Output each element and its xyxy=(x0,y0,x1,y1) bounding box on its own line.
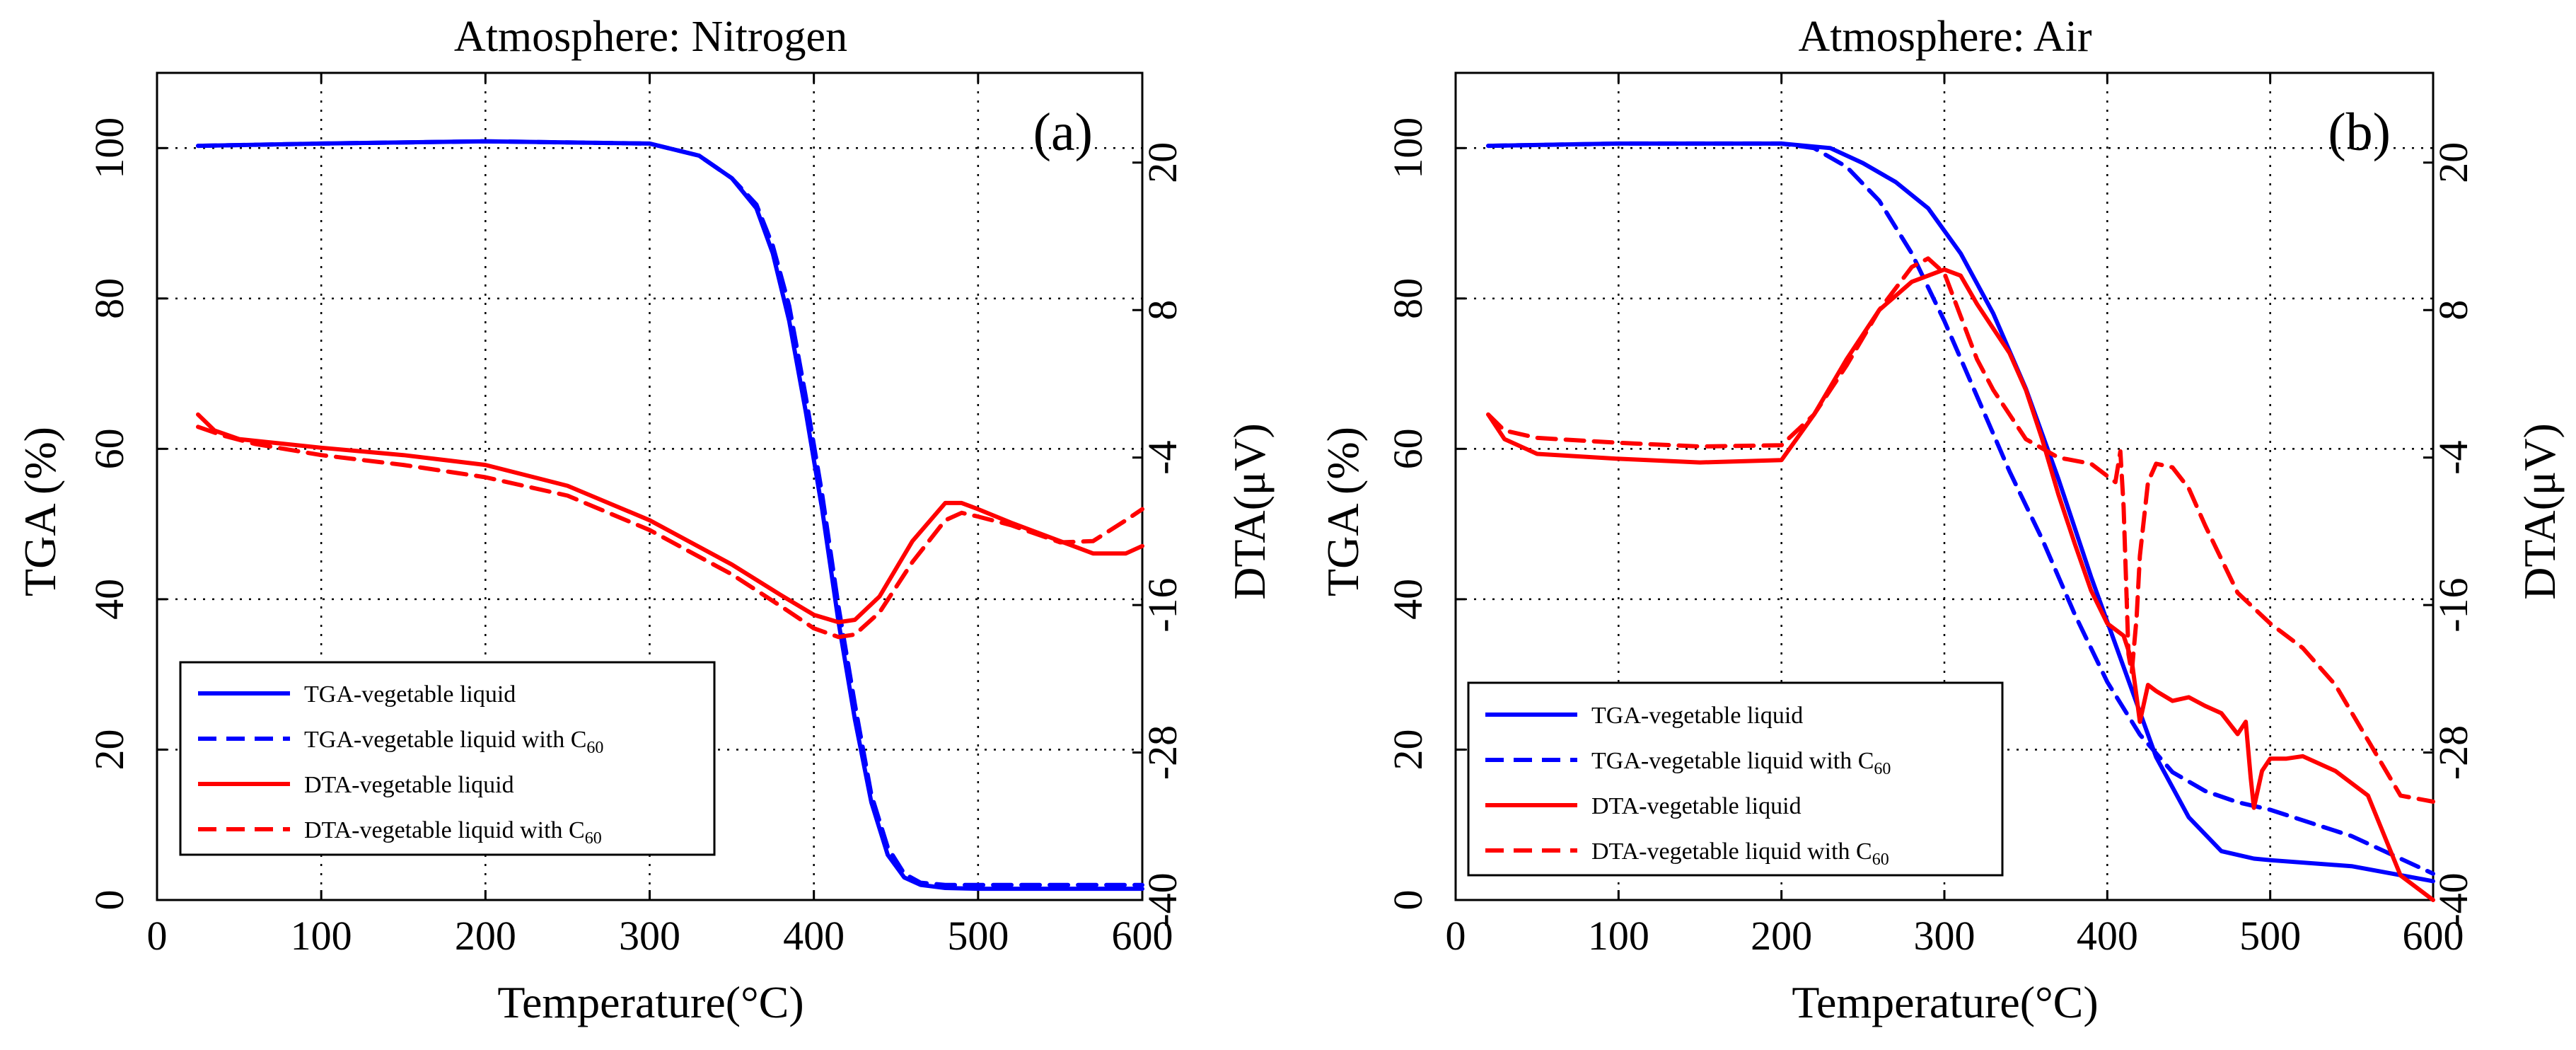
y-tick-label: 0 xyxy=(1385,890,1431,911)
x-axis-label: Temperature(°C) xyxy=(1792,977,2098,1027)
legend-label-dta: DTA-vegetable liquid xyxy=(1591,793,1802,819)
y2-tick-label: -16 xyxy=(2430,577,2476,632)
series-tga-vegetable-liquid-with-c60 xyxy=(1486,141,2435,876)
y2-axis-label: DTA(μV) xyxy=(1224,423,1275,600)
series-dta-vegetable-liquid xyxy=(1486,267,2435,902)
x-tick-label: 400 xyxy=(2077,913,2138,959)
legend-label-dta-c60: DTA-vegetable liquid with C60 xyxy=(1591,838,1889,869)
series-dta-vegetable-liquid-with-c60 xyxy=(196,425,1144,640)
y2-tick-label: -28 xyxy=(1139,725,1185,780)
y-tick-label: 20 xyxy=(86,729,132,770)
y-tick-label: 100 xyxy=(1385,117,1431,179)
legend-label-dta-c60: DTA-vegetable liquid with C60 xyxy=(304,817,602,848)
x-tick-label: 200 xyxy=(1751,913,1812,959)
y2-axis-label: DTA(μV) xyxy=(2514,423,2565,600)
x-tick-label: 200 xyxy=(455,913,516,959)
x-axis-label: Temperature(°C) xyxy=(497,977,803,1027)
x-tick-label: 500 xyxy=(947,913,1009,959)
panel-label: (a) xyxy=(1033,103,1093,162)
legend: TGA-vegetable liquid TGA-vegetable liqui… xyxy=(1467,681,2004,877)
series-dta-vegetable-liquid xyxy=(196,412,1144,625)
series-dta-vegetable-liquid-with-c60 xyxy=(1486,256,2435,804)
chart-title: Atmosphere: Nitrogen xyxy=(454,13,847,61)
panel-a-nitrogen: Atmosphere: Nitrogen 0 100 200 300 400 500 600… xyxy=(15,13,1275,1027)
y2-tick-label: 20 xyxy=(2430,142,2476,183)
y-tick-label: 60 xyxy=(86,428,132,469)
y-tick-label: 60 xyxy=(1385,428,1431,469)
y-tick-label: 40 xyxy=(86,579,132,620)
legend-label-tga-c60: TGA-vegetable liquid with C60 xyxy=(304,727,603,757)
plot-area: 0 100 200 300 400 500 600 0 20 40 60 80 100 20 8 -4 -16 -… xyxy=(86,71,1185,959)
x-tick-label: 100 xyxy=(291,913,352,959)
x-tick-label: 300 xyxy=(619,913,680,959)
x-tick-label: 500 xyxy=(2239,913,2301,959)
y-tick-label: 100 xyxy=(86,117,132,179)
y2-tick-label: 8 xyxy=(1139,300,1185,321)
series-tga-vegetable-liquid-with-c60 xyxy=(196,139,1144,887)
series-group xyxy=(196,139,1144,892)
y2-tick-label: -4 xyxy=(2430,441,2476,475)
y-tick-label: 40 xyxy=(1385,579,1431,620)
x-tick-label: 600 xyxy=(2403,913,2464,959)
legend: TGA-vegetable liquid TGA-vegetable liqui… xyxy=(179,661,716,856)
plot-frame xyxy=(156,71,1144,901)
y-axis-label: TGA (%) xyxy=(1318,427,1368,596)
y2-tick-label: 8 xyxy=(2430,300,2476,321)
y2-tick-label: -4 xyxy=(1139,441,1185,475)
x-tick-label: 0 xyxy=(147,913,168,959)
y-tick-label: 80 xyxy=(1385,278,1431,319)
panel-label: (b) xyxy=(2328,103,2391,162)
plot-frame xyxy=(1454,71,2435,901)
y2-tick-label: 20 xyxy=(1139,142,1185,183)
x-tick-label: 600 xyxy=(1112,913,1173,959)
x-tick-label: 0 xyxy=(1446,913,1466,959)
series-group xyxy=(1486,141,2435,902)
y-tick-label: 20 xyxy=(1385,729,1431,770)
x-tick-label: 400 xyxy=(783,913,845,959)
y2-tick-label: -16 xyxy=(1139,577,1185,632)
chart-title: Atmosphere: Air xyxy=(1799,13,2092,61)
x-tick-label: 300 xyxy=(1914,913,1975,959)
legend-label-dta: DTA-vegetable liquid xyxy=(304,772,514,798)
y-axis-label: TGA (%) xyxy=(15,427,65,596)
y-tick-label: 80 xyxy=(86,278,132,319)
legend-label-tga: TGA-vegetable liquid xyxy=(304,681,516,708)
y-tick-label: 0 xyxy=(86,890,132,911)
y2-tick-label: -28 xyxy=(2430,725,2476,780)
plot-area: 0 100 200 300 400 500 600 0 20 40 60 80 100 20 8 -4 -16 -… xyxy=(1385,71,2476,959)
x-tick-label: 100 xyxy=(1588,913,1649,959)
legend-label-tga-c60: TGA-vegetable liquid with C60 xyxy=(1591,748,1891,778)
y2-tick-label: -40 xyxy=(2430,872,2476,927)
y2-tick-label: -40 xyxy=(1139,872,1185,927)
panel-b-air: Atmosphere: Air 0 100 200 300 400 500 600 0 20 40… xyxy=(1318,13,2565,1027)
legend-label-tga: TGA-vegetable liquid xyxy=(1591,703,1803,729)
